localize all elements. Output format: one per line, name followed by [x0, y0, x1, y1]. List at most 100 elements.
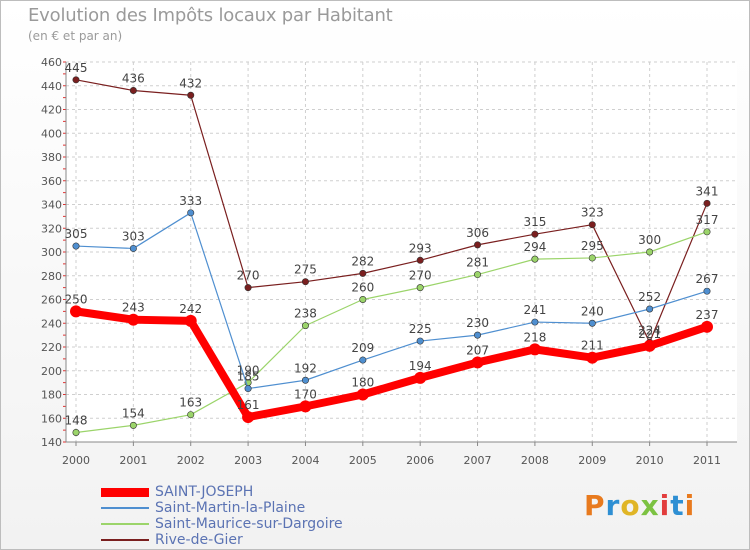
data-point [299, 400, 312, 413]
series-line-saint-joseph [75, 307, 709, 422]
x-tick-label: 2000 [62, 454, 90, 467]
data-label: 242 [179, 302, 202, 316]
y-tick-label: 280 [41, 270, 62, 283]
data-label: 341 [696, 184, 719, 198]
data-point [588, 254, 596, 262]
x-tick-label: 2004 [291, 454, 319, 467]
y-tick-label: 300 [41, 246, 62, 259]
data-label: 238 [294, 307, 317, 321]
logo-letter: P [584, 489, 606, 522]
data-label: 241 [523, 303, 546, 317]
data-point [531, 255, 539, 263]
data-label: 194 [409, 359, 432, 373]
data-label: 305 [65, 227, 88, 241]
legend-swatch [101, 539, 149, 541]
data-label: 148 [65, 414, 88, 428]
x-tick-label: 2005 [349, 454, 377, 467]
data-label: 209 [351, 341, 374, 355]
data-point [471, 356, 484, 369]
data-point [301, 278, 309, 286]
data-point [356, 388, 369, 401]
x-tick-label: 2003 [234, 454, 262, 467]
legend-label: Saint-Martin-la-Plaine [155, 500, 306, 516]
data-label: 240 [581, 304, 604, 318]
data-point [187, 91, 195, 99]
legend-item: Saint-Maurice-sur-Dargoire [101, 517, 343, 531]
y-tick-label: 140 [41, 436, 62, 449]
legend-label: Saint-Maurice-sur-Dargoire [155, 516, 343, 532]
data-point [414, 371, 427, 384]
legend-item: SAINT-JOSEPH [101, 485, 253, 499]
data-label: 315 [523, 215, 546, 229]
data-point [474, 271, 482, 279]
y-tick-label: 160 [41, 412, 62, 425]
y-tick-label: 360 [41, 175, 62, 188]
data-label: 270 [237, 269, 260, 283]
data-point [72, 428, 80, 436]
x-tick-label: 2011 [693, 454, 721, 467]
data-label: 211 [581, 339, 604, 353]
x-tick-label: 2009 [578, 454, 606, 467]
data-point [129, 244, 137, 252]
data-point [588, 221, 596, 229]
data-label: 295 [581, 239, 604, 253]
legend-label: SAINT-JOSEPH [155, 484, 254, 500]
data-point [72, 76, 80, 84]
data-label: 281 [466, 256, 489, 270]
data-point [301, 322, 309, 330]
data-label: 250 [65, 292, 88, 306]
data-point [646, 248, 654, 256]
y-tick-label: 180 [41, 389, 62, 402]
data-label: 306 [466, 226, 489, 240]
data-label: 243 [122, 301, 145, 315]
y-tick-label: 420 [41, 104, 62, 117]
legend-label: Rive-de-Gier [155, 532, 243, 548]
data-label: 432 [179, 76, 202, 90]
x-tick-label: 2010 [636, 454, 664, 467]
data-point [586, 351, 599, 364]
data-label: 300 [638, 233, 661, 247]
data-label: 185 [237, 370, 260, 384]
data-point [646, 305, 654, 313]
data-point [416, 337, 424, 345]
data-point [531, 230, 539, 238]
data-point [703, 228, 711, 236]
data-point [588, 319, 596, 327]
y-tick-label: 440 [41, 80, 62, 93]
data-label: 190 [237, 364, 260, 378]
data-point [474, 241, 482, 249]
data-point [129, 421, 137, 429]
y-tick-label: 340 [41, 199, 62, 212]
proxiti-logo: Proxiti [584, 489, 695, 522]
data-point [127, 313, 140, 326]
x-tick-label: 2002 [177, 454, 205, 467]
data-point [187, 209, 195, 217]
data-label: 230 [466, 316, 489, 330]
logo-letter: o [620, 489, 641, 522]
data-point [701, 320, 713, 333]
data-label: 333 [179, 194, 202, 208]
series-line-saint-maurice-sur-dargoire [75, 231, 708, 434]
data-label: 207 [466, 343, 489, 357]
data-label: 218 [523, 330, 546, 344]
legend-swatch [101, 487, 149, 497]
data-point [643, 339, 656, 352]
data-label: 282 [351, 254, 374, 268]
legend-item: Saint-Martin-la-Plaine [101, 501, 305, 515]
y-tick-label: 400 [41, 127, 62, 140]
logo-letter: i [684, 489, 696, 522]
data-point [703, 287, 711, 295]
logo-letter: r [605, 489, 621, 522]
x-tick-label: 2007 [464, 454, 492, 467]
x-tick-label: 2006 [406, 454, 434, 467]
data-point [184, 314, 197, 327]
data-point [301, 376, 309, 384]
legend-item: Rive-de-Gier [101, 533, 243, 547]
data-point [242, 411, 255, 424]
data-label: 163 [179, 396, 202, 410]
data-point [244, 385, 252, 393]
y-tick-label: 220 [41, 341, 62, 354]
chart-title: Evolution des Impôts locaux par Habitant [28, 5, 393, 26]
